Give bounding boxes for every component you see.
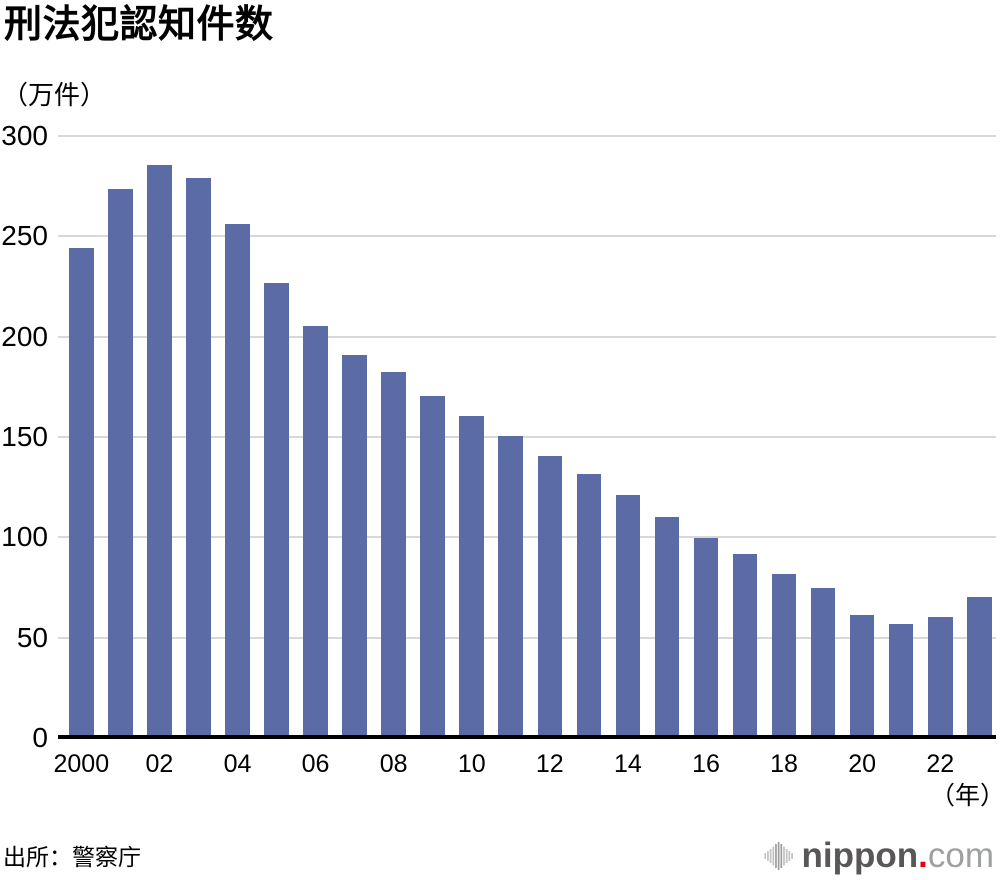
bar-2001 bbox=[108, 189, 133, 738]
bar-2006 bbox=[303, 326, 328, 738]
y-axis-labels: 300 250 200 150 100 50 0 bbox=[0, 0, 48, 880]
bar-2016 bbox=[693, 538, 719, 738]
bar-2020 bbox=[849, 614, 875, 738]
bar-2021 bbox=[888, 624, 914, 738]
bar-2019 bbox=[810, 587, 836, 738]
bar-2015 bbox=[654, 517, 680, 738]
x-tick-label: 04 bbox=[223, 750, 252, 778]
y-axis-unit-label: （万件） bbox=[2, 80, 107, 110]
bar-2014 bbox=[615, 494, 641, 738]
soundwave-icon bbox=[763, 842, 793, 870]
y-tick-label: 0 bbox=[32, 722, 48, 753]
bar-2012 bbox=[537, 456, 563, 738]
x-tick-label: 08 bbox=[379, 750, 408, 778]
x-axis-unit-label: （年） bbox=[930, 782, 1000, 810]
logo-dot: . bbox=[918, 836, 928, 875]
gridline bbox=[58, 135, 996, 137]
logo-text-main: nippon bbox=[801, 836, 919, 875]
x-tick-label: 02 bbox=[145, 750, 174, 778]
bar-2009 bbox=[420, 396, 445, 738]
bar-2017 bbox=[732, 554, 758, 738]
bar-2008 bbox=[381, 371, 406, 738]
bar-2005 bbox=[264, 282, 289, 738]
plot-area bbox=[58, 135, 996, 738]
bar-2013 bbox=[576, 474, 602, 738]
bar-2000 bbox=[69, 247, 94, 738]
y-tick-label: 150 bbox=[1, 421, 48, 452]
x-tick-label: 10 bbox=[457, 750, 486, 778]
source-note: 出所：警察庁 bbox=[3, 844, 141, 870]
bar-2003 bbox=[186, 178, 211, 738]
gridline bbox=[58, 536, 996, 539]
y-tick-label: 50 bbox=[16, 621, 48, 653]
x-axis-labels: 2000 02 04 06 08 10 12 14 16 18 20 22 bbox=[53, 750, 996, 780]
bar-2011 bbox=[498, 436, 524, 738]
x-tick-label: 06 bbox=[301, 750, 330, 778]
x-tick-label: 16 bbox=[692, 750, 720, 778]
y-tick-label: 200 bbox=[1, 320, 48, 352]
nippon-logo: nippon.com bbox=[763, 834, 994, 878]
y-tick-label: 250 bbox=[1, 220, 48, 252]
bar-2007 bbox=[342, 354, 367, 738]
y-tick-label: 300 bbox=[1, 120, 48, 151]
x-tick-label: 22 bbox=[926, 750, 955, 778]
x-axis-line bbox=[58, 735, 996, 739]
bar-2018 bbox=[771, 574, 797, 738]
bar-2002 bbox=[147, 165, 172, 738]
logo-text: nippon.com bbox=[802, 834, 994, 878]
chart-title: 刑法犯認知件数 bbox=[4, 4, 274, 46]
x-tick-label: 2000 bbox=[53, 750, 110, 778]
gridline bbox=[58, 335, 996, 338]
gridline bbox=[58, 436, 996, 438]
bar-2023 bbox=[966, 596, 992, 738]
bar-2022 bbox=[927, 617, 953, 738]
y-tick-label: 100 bbox=[1, 521, 48, 553]
logo-text-suffix: com bbox=[927, 836, 994, 875]
bar-2004 bbox=[225, 223, 250, 738]
gridline bbox=[58, 235, 996, 238]
x-tick-label: 12 bbox=[535, 750, 564, 778]
x-tick-label: 20 bbox=[848, 750, 877, 778]
x-tick-label: 14 bbox=[613, 750, 642, 778]
x-tick-label: 18 bbox=[770, 750, 798, 778]
gridline bbox=[58, 636, 996, 639]
bar-2010 bbox=[459, 416, 485, 738]
